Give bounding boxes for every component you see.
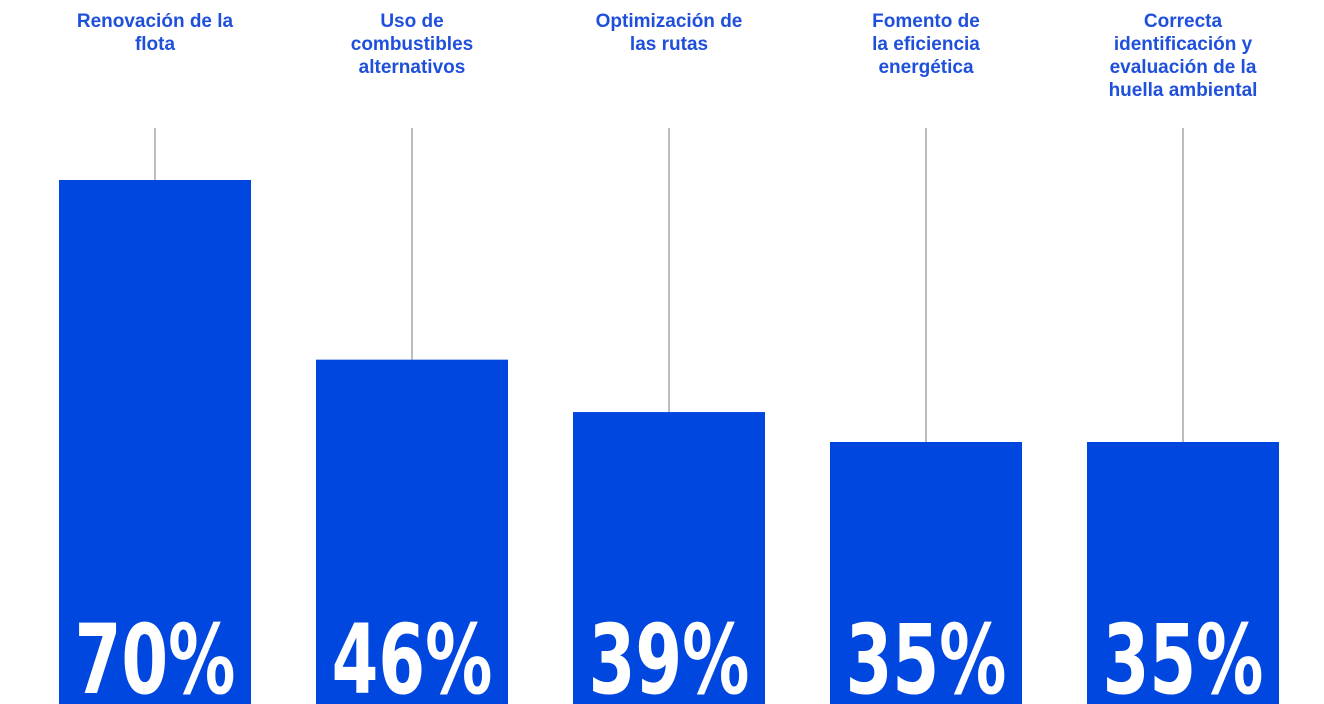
category-label: Optimización de las rutas — [595, 11, 743, 55]
value-label: 35% — [1103, 604, 1264, 704]
value-label: 46% — [332, 604, 493, 704]
value-label: 39% — [589, 604, 750, 704]
value-label: 35% — [846, 604, 1007, 704]
category-label: Correcta identificación y evaluación de … — [1108, 11, 1258, 101]
category-label: Uso de combustibles alternativos — [350, 11, 474, 78]
value-label: 70% — [75, 604, 236, 704]
bar — [1087, 442, 1279, 704]
bar — [316, 359, 508, 704]
bar — [573, 412, 765, 704]
category-label: Fomento de la eficiencia energética — [872, 11, 980, 78]
bar — [830, 442, 1022, 704]
bar — [59, 180, 251, 704]
category-label: Renovación de la flota — [76, 11, 234, 55]
